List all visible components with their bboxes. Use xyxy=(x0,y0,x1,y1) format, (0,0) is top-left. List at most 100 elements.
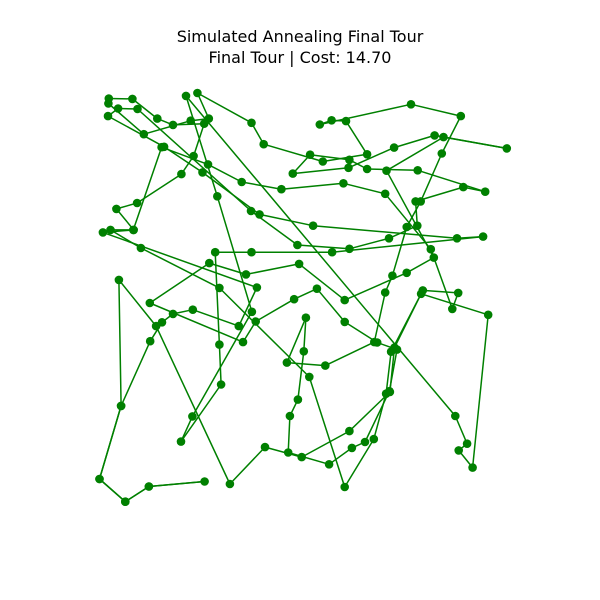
city-point xyxy=(406,100,416,109)
tour-edge xyxy=(347,146,395,169)
tour-edge xyxy=(124,485,150,503)
city-point xyxy=(345,426,354,436)
tour-edge xyxy=(118,279,122,407)
city-point xyxy=(389,143,399,152)
city-point xyxy=(246,206,256,216)
tour-edge xyxy=(98,478,127,503)
city-point xyxy=(345,244,354,254)
city-point xyxy=(380,288,390,297)
tour-edge xyxy=(385,136,445,172)
tour-edge xyxy=(254,298,295,323)
city-point xyxy=(453,288,463,298)
city-point xyxy=(157,142,166,152)
tour-edge xyxy=(441,115,462,155)
city-point xyxy=(381,389,391,399)
city-point xyxy=(416,289,426,299)
city-point xyxy=(188,305,198,315)
tour-edge xyxy=(422,289,459,294)
tour-edge xyxy=(420,293,489,316)
city-point xyxy=(136,243,146,253)
tour-edge xyxy=(155,325,231,485)
tour-edge xyxy=(229,446,266,485)
city-point xyxy=(186,116,195,125)
tour-edge xyxy=(185,95,457,417)
tour-edge xyxy=(149,302,244,343)
tour-edge xyxy=(208,262,247,276)
city-point xyxy=(104,94,114,103)
city-point xyxy=(128,94,137,104)
city-point xyxy=(478,232,488,241)
city-point xyxy=(416,197,426,206)
city-point xyxy=(305,372,314,382)
tour-edge xyxy=(98,405,122,480)
tour-edge xyxy=(185,95,219,198)
chart-title: Simulated Annealing Final Tour xyxy=(176,27,424,46)
city-point xyxy=(382,166,391,175)
tour-edge xyxy=(373,392,387,440)
tour-edge xyxy=(214,251,221,346)
tour-edge xyxy=(196,92,210,120)
city-point xyxy=(168,309,178,319)
city-point xyxy=(468,463,477,472)
tour-edge xyxy=(160,146,209,166)
city-point xyxy=(362,150,372,159)
tour-edge xyxy=(391,226,408,277)
city-point xyxy=(251,317,260,326)
city-point xyxy=(199,119,209,128)
city-point xyxy=(380,189,390,199)
city-point xyxy=(321,361,330,370)
city-point xyxy=(189,151,198,161)
city-point xyxy=(283,448,293,457)
city-point xyxy=(502,144,512,153)
city-point xyxy=(341,116,351,126)
city-point xyxy=(362,164,372,174)
tour-edge xyxy=(258,213,314,227)
city-point xyxy=(340,295,350,305)
tour-edge xyxy=(180,383,222,443)
city-point xyxy=(344,163,353,173)
tour-edge xyxy=(303,316,307,353)
city-point xyxy=(113,104,123,113)
tour-edge xyxy=(342,182,386,195)
city-point xyxy=(106,225,115,235)
city-point xyxy=(282,358,292,367)
city-point xyxy=(247,307,257,317)
city-point xyxy=(327,116,336,125)
tour-edge xyxy=(471,314,489,469)
city-point xyxy=(176,437,186,446)
tour-edge xyxy=(245,263,300,276)
tour-edge xyxy=(292,167,350,175)
tour-edge xyxy=(143,119,192,135)
tour-edge xyxy=(207,163,243,183)
city-point xyxy=(426,244,436,254)
city-point xyxy=(402,222,412,232)
city-point xyxy=(210,247,220,257)
city-point xyxy=(459,182,468,192)
city-point xyxy=(205,258,214,268)
tour-edge xyxy=(343,438,375,488)
city-point xyxy=(139,129,149,139)
city-point xyxy=(132,198,142,208)
city-point xyxy=(145,336,155,346)
city-point xyxy=(413,221,422,230)
city-point xyxy=(293,395,303,404)
city-point xyxy=(116,401,126,411)
city-point xyxy=(301,313,311,323)
city-point xyxy=(327,247,337,257)
city-point xyxy=(384,234,394,243)
city-point xyxy=(234,321,244,331)
city-point xyxy=(289,294,299,304)
city-point xyxy=(252,283,262,292)
city-point xyxy=(112,204,121,214)
city-point xyxy=(95,474,104,484)
city-point xyxy=(429,253,439,262)
tour-edge xyxy=(364,390,391,443)
city-point xyxy=(114,275,124,285)
city-point xyxy=(480,187,490,196)
tour-edge xyxy=(405,256,435,274)
city-point xyxy=(293,240,302,250)
tour-edge xyxy=(238,286,258,327)
city-point xyxy=(213,192,222,201)
